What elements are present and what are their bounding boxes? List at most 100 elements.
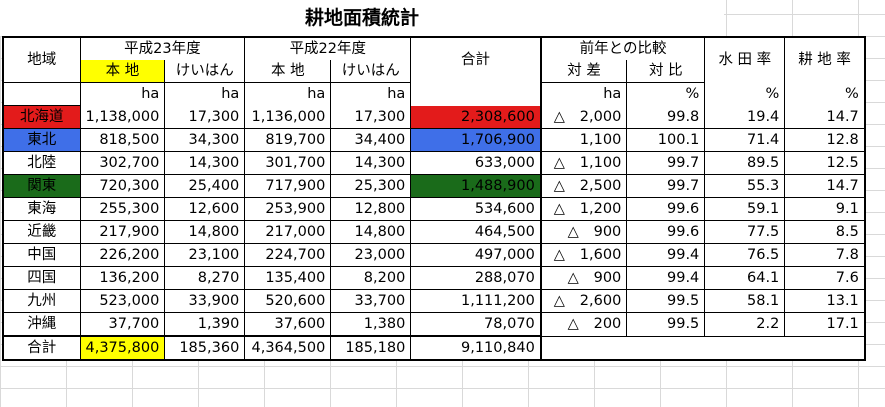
diff-value: 2,600 bbox=[579, 293, 622, 309]
total-ratio-empty bbox=[626, 336, 705, 361]
ratio-value: 99.5 bbox=[626, 289, 705, 313]
cultivated-rate-value: 7.8 bbox=[784, 243, 866, 267]
header-h22-keihan: けいはん bbox=[330, 60, 411, 83]
table-title: 耕地面積統計 bbox=[0, 0, 724, 36]
h23-honchi-value: 818,500 bbox=[80, 128, 165, 152]
h22-keihan-value: 25,300 bbox=[330, 174, 411, 198]
region-name: 近畿 bbox=[2, 220, 81, 244]
decrease-triangle-icon: △ bbox=[553, 201, 565, 217]
h22-keihan-value: 23,000 bbox=[330, 243, 411, 267]
h23-keihan-value: 14,800 bbox=[164, 220, 245, 244]
h23-honchi-value: 226,200 bbox=[80, 243, 165, 267]
header-h22-honchi: 本 地 bbox=[244, 60, 331, 83]
decrease-triangle-icon: △ bbox=[553, 155, 565, 171]
total-diff-empty bbox=[540, 336, 627, 361]
paddy-rate-value: 58.1 bbox=[704, 289, 785, 313]
h23-honchi-value: 302,700 bbox=[80, 151, 165, 175]
unit-region bbox=[2, 82, 81, 106]
h23-keihan-value: 34,300 bbox=[164, 128, 245, 152]
total-value: 78,070 bbox=[410, 312, 542, 337]
ratio-value: 99.7 bbox=[626, 174, 705, 198]
diff-value: 1,200 bbox=[579, 201, 622, 217]
region-name: 四国 bbox=[2, 266, 81, 290]
h23-keihan-value: 25,400 bbox=[164, 174, 245, 198]
header-cultivated-rate: 耕 地 率 bbox=[784, 36, 866, 83]
ratio-value: 99.6 bbox=[626, 220, 705, 244]
cultivated-area-table: 地域 平成23年度 平成22年度 合計 前年との比較 水 田 率 耕 地 率 本… bbox=[2, 36, 866, 361]
h22-honchi-value: 224,700 bbox=[244, 243, 331, 267]
h23-honchi-value: 720,300 bbox=[80, 174, 165, 198]
h23-keihan-value: 33,900 bbox=[164, 289, 245, 313]
h22-keihan-value: 34,400 bbox=[330, 128, 411, 152]
h23-honchi-value: 136,200 bbox=[80, 266, 165, 290]
unit-total bbox=[410, 82, 542, 106]
paddy-rate-value: 59.1 bbox=[704, 197, 785, 221]
unit-h22-keihan: ha bbox=[330, 82, 411, 106]
header-h22: 平成22年度 bbox=[244, 36, 411, 60]
table-row: 北陸 302,700 14,300 301,700 14,300 633,000… bbox=[2, 151, 866, 175]
h22-keihan-value: 33,700 bbox=[330, 289, 411, 313]
h22-honchi-value: 819,700 bbox=[244, 128, 331, 152]
cultivated-rate-value: 13.1 bbox=[784, 289, 866, 313]
total-h23-honchi: 4,375,800 bbox=[80, 336, 165, 361]
ratio-value: 99.6 bbox=[626, 197, 705, 221]
h22-honchi-value: 301,700 bbox=[244, 151, 331, 175]
total-grand: 9,110,840 bbox=[410, 336, 542, 361]
decrease-triangle-icon: △ bbox=[553, 178, 565, 194]
h22-honchi-value: 520,600 bbox=[244, 289, 331, 313]
table-row: 北海道 1,138,000 17,300 1,136,000 17,300 2,… bbox=[2, 105, 866, 129]
diff-value: 2,500 bbox=[579, 178, 622, 194]
header-region: 地域 bbox=[2, 36, 81, 83]
region-name: 九州 bbox=[2, 289, 81, 313]
table-row: 四国 136,200 8,270 135,400 8,200 288,070 △… bbox=[2, 266, 866, 290]
total-value: 633,000 bbox=[410, 151, 542, 175]
diff-value: 2,000 bbox=[579, 108, 622, 125]
region-name: 中国 bbox=[2, 243, 81, 267]
table-row: 東海 255,300 12,600 253,900 12,800 534,600… bbox=[2, 197, 866, 221]
region-name: 東海 bbox=[2, 197, 81, 221]
ratio-value: 99.4 bbox=[626, 266, 705, 290]
total-h22-keihan: 185,180 bbox=[330, 336, 411, 361]
paddy-rate-value: 77.5 bbox=[704, 220, 785, 244]
total-value: 288,070 bbox=[410, 266, 542, 290]
h23-honchi-value: 37,700 bbox=[80, 312, 165, 337]
ratio-value: 100.1 bbox=[626, 128, 705, 152]
h22-keihan-value: 12,800 bbox=[330, 197, 411, 221]
header-ratio: 対 比 bbox=[626, 60, 705, 83]
total-value: 534,600 bbox=[410, 197, 542, 221]
paddy-rate-value: 2.2 bbox=[704, 312, 785, 337]
header-total: 合計 bbox=[410, 36, 542, 83]
total-value: 1,111,200 bbox=[410, 289, 542, 313]
decrease-triangle-icon: △ bbox=[567, 224, 579, 240]
header-paddy-rate: 水 田 率 bbox=[704, 36, 785, 83]
decrease-triangle-icon: △ bbox=[553, 247, 565, 263]
unit-h23-keihan: ha bbox=[164, 82, 245, 106]
h23-keihan-value: 14,300 bbox=[164, 151, 245, 175]
paddy-rate-value: 55.3 bbox=[704, 174, 785, 198]
region-name: 東北 bbox=[2, 128, 81, 152]
unit-cultivated: % bbox=[784, 82, 866, 106]
cultivated-rate-value: 14.7 bbox=[784, 174, 866, 198]
unit-ratio: % bbox=[626, 82, 705, 106]
h22-keihan-value: 14,300 bbox=[330, 151, 411, 175]
diff-value: 1,600 bbox=[579, 247, 622, 263]
header-compare: 前年との比較 bbox=[540, 36, 705, 60]
decrease-triangle-icon: △ bbox=[553, 108, 565, 125]
total-h22-honchi: 4,364,500 bbox=[244, 336, 331, 361]
h22-keihan-value: 1,380 bbox=[330, 312, 411, 337]
paddy-rate-value: 71.4 bbox=[704, 128, 785, 152]
diff-value: 200 bbox=[593, 316, 622, 333]
header-diff: 対 差 bbox=[540, 60, 627, 83]
h22-honchi-value: 217,000 bbox=[244, 220, 331, 244]
table-row: 中国 226,200 23,100 224,700 23,000 497,000… bbox=[2, 243, 866, 267]
unit-h22-honchi: ha bbox=[244, 82, 331, 106]
total-row: 合計 4,375,800 185,360 4,364,500 185,180 9… bbox=[2, 336, 866, 361]
cultivated-rate-value: 9.1 bbox=[784, 197, 866, 221]
table-row: 近畿 217,900 14,800 217,000 14,800 464,500… bbox=[2, 220, 866, 244]
cultivated-rate-value: 12.5 bbox=[784, 151, 866, 175]
region-name: 沖縄 bbox=[2, 312, 81, 337]
h22-keihan-value: 17,300 bbox=[330, 105, 411, 129]
cultivated-rate-value: 7.6 bbox=[784, 266, 866, 290]
unit-paddy: % bbox=[704, 82, 785, 106]
paddy-rate-value: 76.5 bbox=[704, 243, 785, 267]
